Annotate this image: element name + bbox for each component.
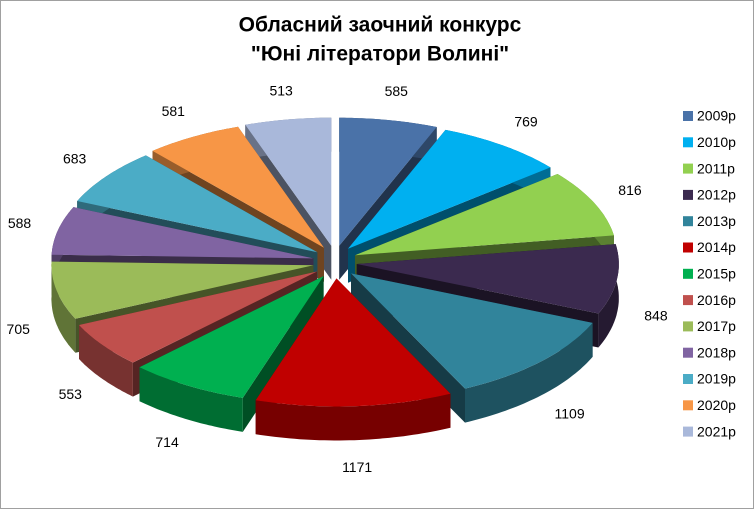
slice xyxy=(139,276,324,398)
chart-title: "Юні літератори Волині" xyxy=(251,43,509,66)
legend-label: 2010р xyxy=(697,134,736,150)
legend-label: 2015р xyxy=(697,266,736,282)
legend-marker xyxy=(683,137,693,148)
data-label: 683 xyxy=(63,150,87,166)
chart-title: Обласний заочний конкурс xyxy=(239,14,522,37)
slice-side xyxy=(79,325,133,397)
legend-label: 2018р xyxy=(697,344,736,360)
legend-marker xyxy=(683,321,693,332)
slice xyxy=(355,174,614,256)
data-label: 553 xyxy=(59,386,83,402)
data-label: 714 xyxy=(155,434,179,450)
legend-label: 2009р xyxy=(697,108,736,124)
data-label: 1109 xyxy=(555,406,585,422)
slice-side xyxy=(51,261,76,353)
slice xyxy=(79,271,317,363)
legend-marker xyxy=(683,268,693,279)
slice xyxy=(255,278,451,441)
slice-side xyxy=(598,244,619,348)
legend-label: 2019р xyxy=(697,371,736,387)
legend-marker xyxy=(683,111,693,121)
data-label: 848 xyxy=(644,308,668,324)
legend-marker xyxy=(683,374,693,384)
slice xyxy=(351,273,593,389)
legend-label: 2020р xyxy=(697,397,736,413)
slice xyxy=(339,117,437,246)
legend-marker xyxy=(683,189,693,200)
legend-label: 2014р xyxy=(697,239,736,255)
slice xyxy=(348,129,551,249)
data-label: 513 xyxy=(269,82,293,98)
legend-marker xyxy=(683,242,693,253)
legend-marker xyxy=(683,295,693,306)
legend-marker xyxy=(683,163,693,174)
data-label: 816 xyxy=(618,182,642,198)
slice-side xyxy=(465,322,593,423)
data-label: 769 xyxy=(514,113,538,129)
slice xyxy=(255,278,451,407)
data-label: 581 xyxy=(162,103,186,119)
slice xyxy=(152,126,324,248)
slice xyxy=(51,207,314,259)
slice-side xyxy=(255,393,451,441)
slice xyxy=(51,261,314,319)
slice xyxy=(77,155,318,253)
legend-marker xyxy=(683,216,693,227)
slice xyxy=(356,244,619,314)
legend-marker xyxy=(683,347,693,358)
slice-side xyxy=(139,367,243,432)
data-label: 585 xyxy=(385,83,409,99)
data-label: 1171 xyxy=(342,459,372,475)
legend-label: 2011р xyxy=(697,160,735,176)
slice xyxy=(245,117,332,246)
legend-marker xyxy=(683,426,693,437)
legend-label: 2012р xyxy=(697,187,736,203)
legend-label: 2017р xyxy=(697,318,736,334)
legend-label: 2016р xyxy=(697,292,736,308)
legend-marker xyxy=(683,400,693,411)
data-label: 705 xyxy=(7,321,31,337)
legend-label: 2013р xyxy=(697,213,736,229)
legend-label: 2021р xyxy=(697,423,736,439)
slice xyxy=(139,276,324,432)
data-label: 588 xyxy=(8,215,32,231)
